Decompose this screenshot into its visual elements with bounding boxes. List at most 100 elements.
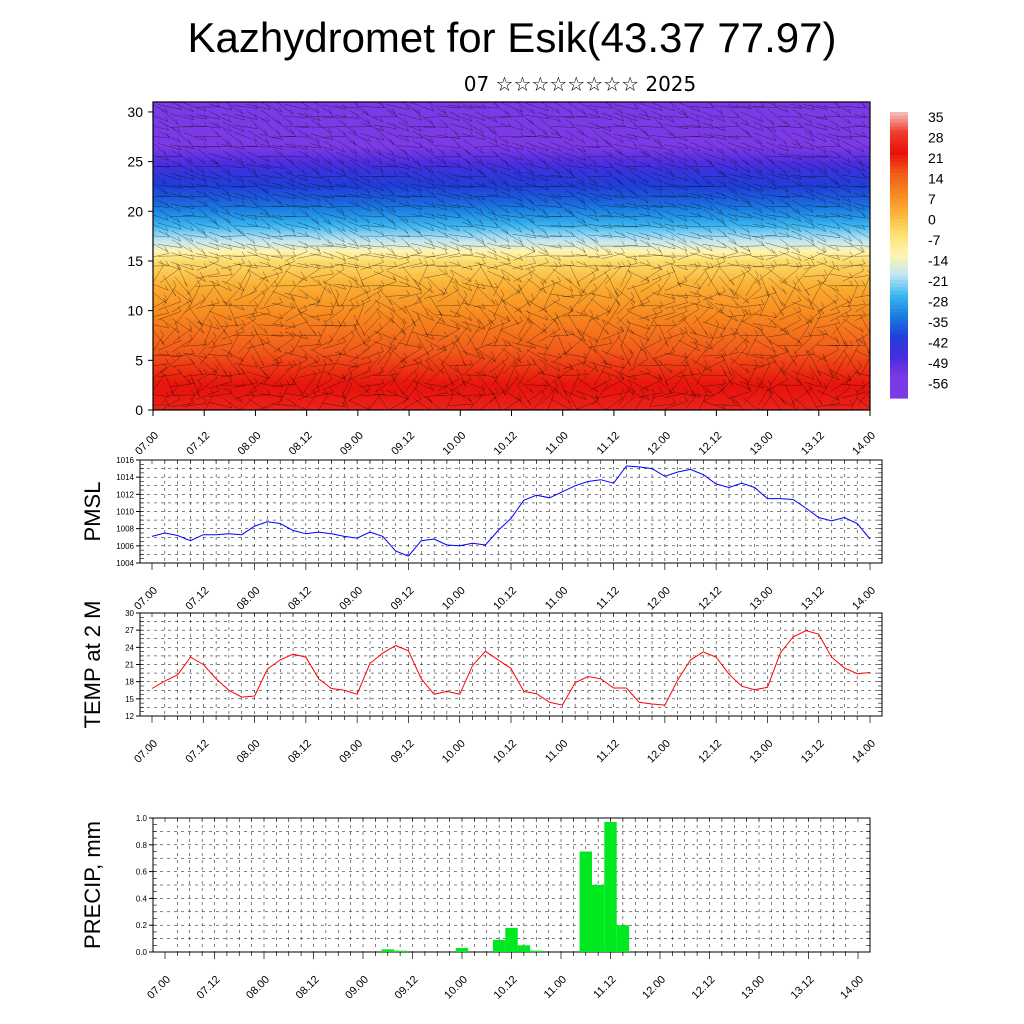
- x-tick-label: 11.12: [594, 738, 621, 765]
- colorbar-segment: [890, 115, 908, 120]
- colorbar-segment: [890, 322, 908, 328]
- y-tick-label: 1004: [116, 559, 134, 568]
- precip-panel: 0.0 0.2 0.4 0.6 0.8 1.0 PRECIP, mm 07.00 07.12 08…: [80, 814, 871, 1002]
- heatmap-x-tick-label: 11.00: [543, 430, 570, 457]
- colorbar-label: -42: [928, 335, 948, 351]
- colorbar-segment: [890, 176, 908, 181]
- colorbar-segment: [890, 294, 908, 299]
- x-tick-label: 09.00: [337, 738, 365, 766]
- heatmap-y-tick-label: 30: [127, 104, 143, 120]
- x-tick-label: 07.00: [132, 738, 160, 766]
- x-tick-label: 12.12: [696, 585, 724, 613]
- y-tick-label: 0.8: [136, 841, 148, 850]
- x-tick-label: 07.00: [132, 585, 160, 613]
- x-tick-label: 11.12: [591, 974, 618, 1001]
- x-tick-label: 12.00: [645, 738, 673, 766]
- page-subtitle: 07 ☆☆☆☆☆☆☆☆ 2025: [463, 72, 697, 96]
- heatmap-x-tick-label: 11.12: [595, 430, 622, 457]
- heatmap-x-tick-label: 13.00: [748, 430, 776, 458]
- colorbar-segment: [890, 387, 908, 392]
- colorbar-segment: [890, 137, 908, 142]
- x-tick-label: 11.12: [594, 585, 621, 612]
- colorbar-segment: [890, 208, 908, 213]
- colorbar-segment: [890, 251, 908, 256]
- colorbar-segment: [890, 383, 908, 388]
- heatmap-x-tick-label: 13.12: [799, 430, 827, 458]
- heatmap-x-tick-label: 14.00: [850, 430, 878, 458]
- x-tick-label: 13.00: [748, 585, 776, 613]
- precip-bar: [492, 939, 506, 952]
- x-tick-label: 09.12: [389, 585, 417, 613]
- colorbar-label: 0: [928, 212, 936, 228]
- colorbar-segment: [890, 222, 908, 227]
- colorbar-segment: [890, 376, 908, 381]
- colorbar-segment: [890, 151, 908, 156]
- series-line: [151, 630, 871, 706]
- colorbar-segment: [890, 229, 908, 235]
- y-tick-label: 27: [125, 626, 134, 635]
- colorbar-segment: [890, 247, 908, 253]
- colorbar-segment: [890, 194, 908, 199]
- x-tick-label: 14.00: [838, 974, 866, 1002]
- colorbar-segment: [890, 287, 908, 292]
- heatmap-x-tick-label: 09.00: [338, 430, 366, 458]
- heatmap-y-tick-label: 15: [127, 253, 143, 269]
- colorbar-segment: [890, 262, 908, 267]
- colorbar-segment: [890, 347, 908, 353]
- precip-bar: [579, 851, 592, 952]
- heatmap-y-tick-label: 10: [127, 303, 143, 319]
- colorbar-label: -7: [928, 232, 941, 248]
- colorbar-segment: [890, 119, 908, 124]
- y-tick-label: 1016: [116, 456, 134, 465]
- colorbar-label: -56: [928, 376, 948, 392]
- x-tick-label: 09.12: [389, 738, 417, 766]
- x-tick-label: 10.00: [442, 974, 470, 1002]
- colorbar-segment: [890, 122, 908, 127]
- temperature-colorbar: 35 28 21 14 7 0 -7 -14 -21 -28 -35 -42 -49 -56: [890, 109, 948, 399]
- colorbar-segment: [890, 333, 908, 338]
- colorbar-segment: [890, 276, 908, 281]
- y-tick-label: 1006: [116, 542, 134, 551]
- precip-bar: [591, 885, 605, 952]
- colorbar-segment: [890, 280, 908, 285]
- colorbar-label: -14: [928, 253, 948, 269]
- y-axis-title: TEMP at 2 M: [80, 601, 105, 729]
- wind-barbs: [153, 102, 870, 410]
- colorbar-segment: [890, 219, 908, 224]
- x-tick-label: 14.00: [850, 738, 878, 766]
- colorbar-segment: [890, 240, 908, 245]
- colorbar-segment: [890, 269, 908, 274]
- x-tick-label: 12.12: [696, 738, 724, 766]
- colorbar-segment: [890, 179, 908, 185]
- colorbar-segment: [890, 390, 908, 396]
- colorbar-segment: [890, 362, 908, 367]
- x-tick-label: 13.00: [748, 738, 776, 766]
- x-tick-label: 12.00: [640, 974, 668, 1002]
- colorbar-segment: [890, 330, 908, 335]
- cross-section-panel: 0 5 10 15 20 25 30 07.00 07.12 08.00 08.12 09.00 09.…: [127, 101, 878, 458]
- precip-bar: [505, 927, 518, 952]
- precip-bar: [393, 950, 407, 952]
- y-tick-label: 1012: [116, 490, 134, 499]
- x-tick-label: 10.12: [491, 585, 519, 613]
- colorbar-label: 35: [928, 109, 944, 125]
- precip-bar: [455, 948, 469, 952]
- heatmap-x-tick-label: 12.00: [645, 430, 673, 458]
- colorbar-segment: [890, 340, 908, 345]
- colorbar-segment: [890, 301, 908, 306]
- precip-bar: [530, 950, 543, 952]
- x-tick-label: 07.12: [195, 974, 223, 1002]
- y-tick-label: 0.4: [136, 894, 148, 903]
- colorbar-segment: [890, 233, 908, 238]
- colorbar-segment: [890, 140, 908, 145]
- y-tick-label: 1014: [116, 473, 134, 482]
- x-tick-label: 11.00: [543, 585, 570, 612]
- colorbar-segment: [890, 315, 908, 320]
- colorbar-segment: [890, 183, 908, 188]
- colorbar-segment: [890, 365, 908, 370]
- heatmap-x-tick-label: 08.12: [287, 430, 315, 458]
- colorbar-segment: [890, 283, 908, 288]
- colorbar-label: -21: [928, 273, 948, 289]
- colorbar-segment: [890, 312, 908, 317]
- heatmap-x-tick-label: 07.12: [184, 430, 212, 458]
